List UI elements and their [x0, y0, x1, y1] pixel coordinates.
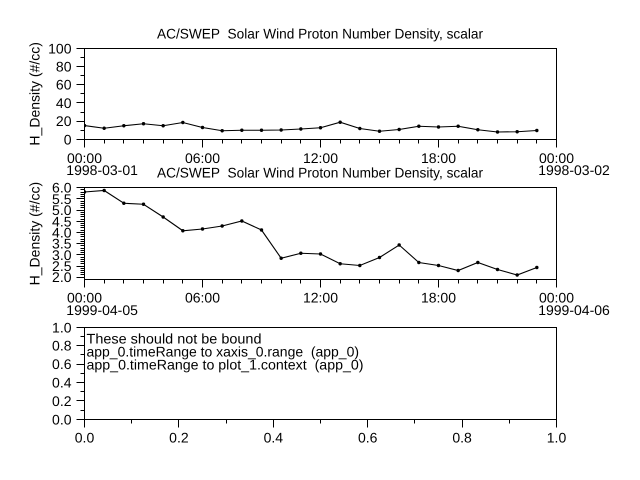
- svg-text:06:00: 06:00: [185, 290, 220, 306]
- svg-text:1998-03-02: 1998-03-02: [538, 162, 610, 178]
- svg-text:app_0.timeRange to plot_1.cont: app_0.timeRange to plot_1.context (app_0…: [87, 356, 364, 372]
- svg-text:5.0: 5.0: [52, 202, 72, 218]
- svg-text:12:00: 12:00: [303, 290, 338, 306]
- svg-text:12:00: 12:00: [303, 150, 338, 166]
- svg-text:60: 60: [56, 77, 72, 93]
- svg-text:0.8: 0.8: [52, 338, 72, 354]
- svg-text:app_0.timeRange to xaxis_0.ran: app_0.timeRange to xaxis_0.range (app_0): [87, 343, 360, 359]
- svg-text:AC/SWEP Solar Wind Proton Num: AC/SWEP Solar Wind Proton Number Density…: [157, 25, 483, 41]
- svg-text:H_Density (#/cc): H_Density (#/cc): [27, 182, 43, 285]
- svg-text:These should not be bound: These should not be bound: [87, 331, 262, 347]
- svg-text:100: 100: [48, 40, 72, 56]
- svg-text:1998-03-01: 1998-03-01: [66, 162, 138, 178]
- svg-text:0.4: 0.4: [264, 430, 284, 446]
- svg-text:18:00: 18:00: [421, 150, 456, 166]
- svg-text:H_Density (#/cc): H_Density (#/cc): [27, 42, 43, 145]
- svg-text:1.0: 1.0: [547, 430, 567, 446]
- svg-text:40: 40: [56, 95, 72, 111]
- svg-text:18:00: 18:00: [421, 290, 456, 306]
- svg-text:20: 20: [56, 113, 72, 129]
- svg-text:0.4: 0.4: [52, 374, 72, 390]
- svg-text:3.0: 3.0: [52, 247, 72, 263]
- svg-text:0.8: 0.8: [452, 430, 472, 446]
- svg-text:00:00: 00:00: [539, 290, 574, 306]
- svg-text:0.2: 0.2: [52, 393, 72, 409]
- svg-text:0.2: 0.2: [169, 430, 189, 446]
- svg-text:2.5: 2.5: [52, 258, 72, 274]
- svg-text:00:00: 00:00: [67, 150, 102, 166]
- svg-text:0: 0: [64, 131, 72, 147]
- svg-text:80: 80: [56, 58, 72, 74]
- svg-text:0.6: 0.6: [358, 430, 378, 446]
- svg-text:4.0: 4.0: [52, 224, 72, 240]
- svg-text:4.5: 4.5: [52, 213, 72, 229]
- svg-text:00:00: 00:00: [539, 150, 574, 166]
- svg-text:5.5: 5.5: [52, 191, 72, 207]
- svg-text:3.5: 3.5: [52, 236, 72, 252]
- svg-text:1999-04-05: 1999-04-05: [66, 302, 138, 318]
- svg-text:1999-04-06: 1999-04-06: [538, 302, 610, 318]
- svg-text:00:00: 00:00: [67, 290, 102, 306]
- svg-text:0.0: 0.0: [52, 411, 72, 427]
- svg-text:0.6: 0.6: [52, 356, 72, 372]
- svg-text:0.0: 0.0: [75, 430, 95, 446]
- svg-text:06:00: 06:00: [185, 150, 220, 166]
- svg-text:AC/SWEP Solar Wind Proton Num: AC/SWEP Solar Wind Proton Number Density…: [157, 165, 483, 181]
- svg-text:6.0: 6.0: [52, 180, 72, 196]
- svg-text:2.0: 2.0: [52, 269, 72, 285]
- svg-text:1.0: 1.0: [52, 319, 72, 335]
